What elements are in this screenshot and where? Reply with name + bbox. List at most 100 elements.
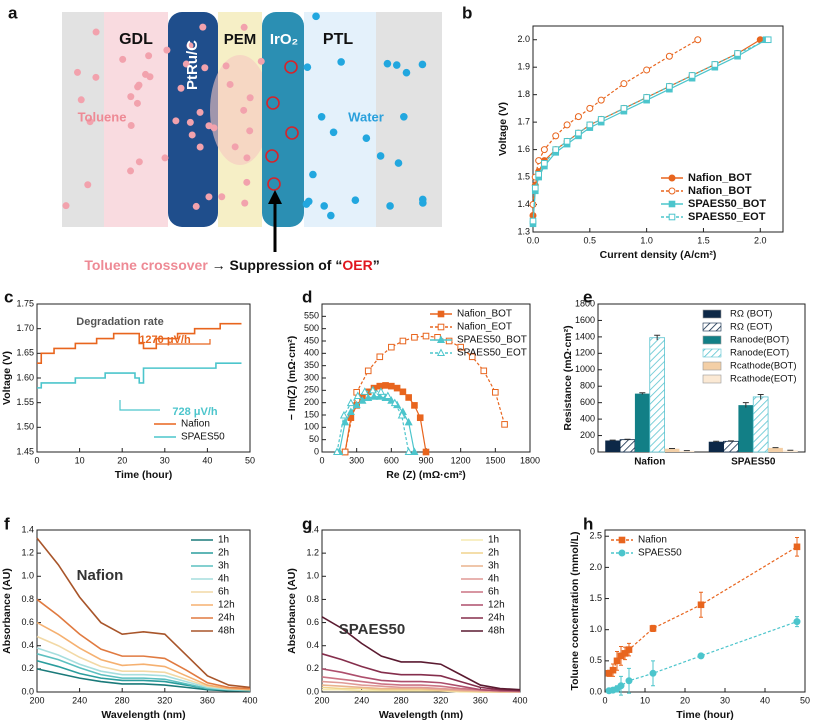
x-tick-label: 30 bbox=[720, 695, 730, 705]
toluene-dot bbox=[226, 80, 234, 88]
marker bbox=[694, 36, 702, 44]
marker bbox=[665, 52, 673, 60]
y-tick-label: 2.0 bbox=[589, 562, 602, 572]
series-line bbox=[36, 537, 251, 689]
legend-label: Nafion bbox=[181, 419, 210, 430]
site bbox=[267, 177, 281, 191]
site bbox=[284, 60, 298, 74]
site bbox=[266, 96, 280, 110]
toluene-dot bbox=[196, 143, 204, 151]
marker bbox=[397, 410, 406, 419]
x-axis-label: Re (Z) (mΩ·cm²) bbox=[386, 469, 466, 481]
caption-part: ” bbox=[373, 257, 380, 273]
marker bbox=[390, 398, 399, 407]
water-dot bbox=[362, 134, 371, 142]
marker bbox=[688, 72, 696, 79]
marker bbox=[405, 394, 412, 401]
marker bbox=[529, 217, 537, 225]
y-tick-label: 1.7 bbox=[517, 117, 530, 127]
bar bbox=[708, 441, 724, 452]
series-line bbox=[37, 322, 242, 364]
y-tick-label: 400 bbox=[580, 413, 595, 423]
marker bbox=[360, 387, 369, 395]
bar bbox=[723, 440, 739, 453]
marker bbox=[649, 669, 657, 677]
toluene-dot bbox=[243, 178, 251, 186]
water-dot bbox=[329, 128, 338, 137]
marker bbox=[574, 113, 582, 121]
y-tick-label: 1.0 bbox=[589, 624, 602, 634]
water-dot bbox=[386, 202, 394, 210]
x-tick-label: 0.0 bbox=[527, 235, 540, 245]
marker bbox=[399, 388, 407, 396]
x-tick-label: 240 bbox=[72, 695, 87, 705]
marker bbox=[388, 343, 395, 351]
marker bbox=[541, 160, 548, 167]
plot-frame bbox=[604, 529, 806, 693]
y-tick-label: 300 bbox=[304, 372, 319, 382]
layer-label: PTL bbox=[323, 31, 353, 48]
toluene-dot bbox=[243, 154, 251, 162]
marker bbox=[793, 618, 801, 626]
legend-label: SPAES50_EOT bbox=[457, 348, 527, 359]
x-tick-label: 50 bbox=[245, 455, 255, 465]
toluene-dot bbox=[205, 193, 213, 201]
toluene-dot bbox=[246, 127, 254, 135]
y-tick-label: 0.0 bbox=[589, 686, 602, 696]
panel-label: g bbox=[302, 514, 312, 533]
species-label: Water bbox=[348, 109, 384, 124]
marker bbox=[436, 348, 446, 356]
x-tick-label: 50 bbox=[800, 695, 810, 705]
marker bbox=[540, 146, 548, 154]
x-tick-label: 240 bbox=[354, 695, 369, 705]
schematic: a GDL PtRu/C PEM IrO₂ PTL Toluene Water … bbox=[8, 3, 442, 273]
y-axis-label: Voltage (V) bbox=[1, 351, 13, 405]
marker bbox=[457, 343, 464, 351]
y-tick-label: 1.5 bbox=[589, 593, 602, 603]
legend-swatch bbox=[702, 374, 722, 384]
legend-label: SPAES50 bbox=[181, 432, 225, 443]
y-tick-label: 1.45 bbox=[16, 446, 34, 456]
legend-label: 1h bbox=[218, 535, 229, 546]
y-tick-label: 0.4 bbox=[306, 640, 319, 650]
panel-label: f bbox=[4, 514, 10, 533]
gray-region bbox=[62, 12, 104, 227]
legend-label: 1h bbox=[488, 535, 499, 546]
marker bbox=[375, 392, 384, 400]
marker bbox=[643, 94, 650, 101]
toluene-dot bbox=[163, 46, 171, 54]
water-dot bbox=[337, 58, 345, 66]
marker bbox=[404, 417, 413, 426]
y-tick-label: 1.0 bbox=[21, 571, 34, 581]
marker bbox=[388, 382, 395, 390]
marker bbox=[625, 646, 633, 653]
x-tick-label: 20 bbox=[117, 455, 127, 465]
toluene-dot bbox=[177, 84, 185, 92]
toluene-dot bbox=[241, 199, 249, 207]
water-dot bbox=[383, 59, 392, 68]
y-tick-label: 0.0 bbox=[21, 686, 34, 696]
marker bbox=[597, 96, 605, 104]
marker bbox=[668, 174, 676, 182]
water-dot bbox=[327, 211, 335, 220]
x-tick-label: 1800 bbox=[520, 455, 540, 465]
series-line bbox=[321, 653, 521, 692]
y-tick-label: 1.50 bbox=[16, 422, 34, 432]
marker bbox=[369, 392, 379, 400]
y-tick-label: 600 bbox=[580, 397, 595, 407]
toluene-dot bbox=[133, 99, 141, 107]
water-dot bbox=[392, 61, 401, 69]
toluene-dot bbox=[257, 57, 265, 65]
marker bbox=[411, 402, 418, 409]
toluene-dot bbox=[218, 193, 226, 201]
water-dot bbox=[419, 199, 427, 207]
marker bbox=[383, 391, 392, 400]
series-line bbox=[608, 621, 798, 692]
annotation: Nafion bbox=[77, 567, 124, 584]
y-tick-label: 150 bbox=[304, 409, 319, 419]
x-tick-label: 0 bbox=[34, 455, 39, 465]
error-bar bbox=[727, 440, 734, 442]
x-axis-label: Time (hour) bbox=[115, 469, 173, 481]
y-tick-label: 0.0 bbox=[306, 686, 319, 696]
legend-label: 12h bbox=[488, 600, 505, 611]
